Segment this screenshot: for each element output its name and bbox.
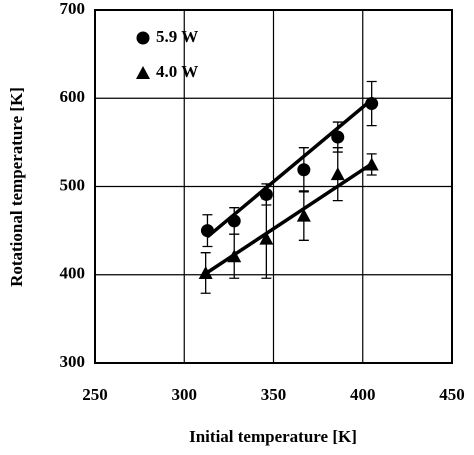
y-tick-label: 600	[60, 87, 86, 106]
x-tick-label: 350	[261, 385, 287, 404]
data-point	[227, 249, 242, 263]
legend-marker	[136, 31, 150, 45]
data-point	[198, 265, 213, 279]
x-tick-label: 450	[439, 385, 465, 404]
data-point	[364, 157, 379, 171]
x-tick-label: 250	[82, 385, 108, 404]
legend-label: 5.9 W	[156, 27, 198, 46]
data-point	[297, 163, 311, 177]
data-point	[200, 224, 214, 238]
legend-marker	[136, 66, 150, 79]
data-point	[331, 130, 345, 144]
data-point	[227, 214, 241, 228]
fit-line	[206, 96, 375, 239]
data-point	[330, 167, 345, 181]
x-tick-label: 300	[172, 385, 198, 404]
data-point	[259, 231, 274, 245]
legend-label: 4.0 W	[156, 62, 198, 81]
data-point	[365, 97, 379, 111]
y-axis-title: Rotational temperature [K]	[7, 87, 26, 287]
y-tick-label: 300	[60, 352, 86, 371]
data-point	[296, 208, 311, 222]
x-tick-label: 400	[350, 385, 376, 404]
y-tick-label: 400	[60, 264, 86, 283]
y-tick-label: 700	[60, 0, 86, 18]
data-point	[259, 187, 273, 201]
y-tick-label: 500	[60, 175, 86, 194]
x-axis-title: Initial temperature [K]	[189, 427, 357, 446]
